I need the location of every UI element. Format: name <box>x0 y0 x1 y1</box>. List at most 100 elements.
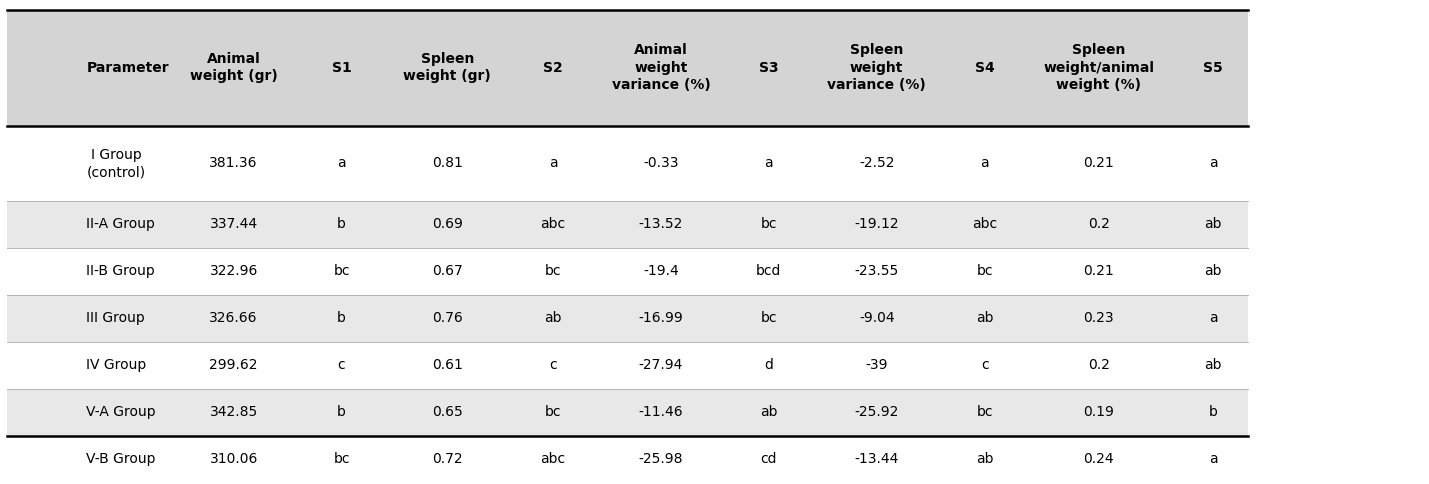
Bar <box>1019 201 1179 248</box>
Text: V-A Group: V-A Group <box>86 405 156 419</box>
Bar <box>1019 342 1179 389</box>
Text: Animal
weight (gr): Animal weight (gr) <box>190 52 277 83</box>
Text: cd: cd <box>760 452 777 466</box>
Text: -11.46: -11.46 <box>639 405 683 419</box>
Text: III Group: III Group <box>86 311 146 325</box>
Bar <box>1179 126 1248 201</box>
Text: c: c <box>980 358 989 372</box>
Text: 0.81: 0.81 <box>432 156 463 170</box>
Text: S4: S4 <box>975 61 995 75</box>
Bar <box>1019 10 1179 126</box>
Text: -0.33: -0.33 <box>643 156 679 170</box>
Text: ab: ab <box>1205 358 1222 372</box>
Text: a: a <box>1209 452 1218 466</box>
Bar <box>160 436 307 483</box>
Bar <box>803 436 950 483</box>
Text: 0.19: 0.19 <box>1083 405 1115 419</box>
Bar <box>7 126 160 201</box>
Text: bc: bc <box>976 264 993 278</box>
Bar <box>587 436 735 483</box>
Bar <box>160 295 307 342</box>
Bar <box>735 201 803 248</box>
Text: bc: bc <box>333 452 350 466</box>
Text: ab: ab <box>760 405 777 419</box>
Text: 337.44: 337.44 <box>210 217 257 231</box>
Text: 0.72: 0.72 <box>432 452 463 466</box>
Bar <box>803 389 950 436</box>
Text: -13.44: -13.44 <box>855 452 899 466</box>
Bar <box>307 436 376 483</box>
Text: 0.2: 0.2 <box>1087 217 1110 231</box>
Bar <box>1179 10 1248 126</box>
Text: -19.4: -19.4 <box>643 264 679 278</box>
Text: -9.04: -9.04 <box>859 311 895 325</box>
Bar <box>803 201 950 248</box>
Bar <box>376 389 519 436</box>
Text: 0.61: 0.61 <box>432 358 463 372</box>
Bar <box>7 389 160 436</box>
Bar <box>307 389 376 436</box>
Bar <box>519 295 587 342</box>
Text: V-B Group: V-B Group <box>86 452 156 466</box>
Bar <box>1019 389 1179 436</box>
Text: Animal
weight
variance (%): Animal weight variance (%) <box>612 44 710 92</box>
Bar <box>307 126 376 201</box>
Text: -23.55: -23.55 <box>855 264 899 278</box>
Bar <box>1179 389 1248 436</box>
Bar <box>7 10 160 126</box>
Bar <box>587 201 735 248</box>
Bar <box>7 248 160 295</box>
Text: a: a <box>980 156 989 170</box>
Text: bc: bc <box>544 264 562 278</box>
Bar <box>1019 248 1179 295</box>
Bar <box>803 295 950 342</box>
Bar <box>803 126 950 201</box>
Text: Spleen
weight (gr): Spleen weight (gr) <box>403 52 492 83</box>
Bar <box>519 201 587 248</box>
Bar <box>519 342 587 389</box>
Bar <box>307 295 376 342</box>
Text: S2: S2 <box>543 61 563 75</box>
Text: -19.12: -19.12 <box>855 217 899 231</box>
Bar <box>587 342 735 389</box>
Bar <box>307 10 376 126</box>
Bar <box>1179 342 1248 389</box>
Text: bc: bc <box>760 311 777 325</box>
Bar <box>376 10 519 126</box>
Bar <box>7 295 160 342</box>
Bar <box>307 201 376 248</box>
Bar <box>950 342 1019 389</box>
Text: 0.76: 0.76 <box>432 311 463 325</box>
Bar <box>803 248 950 295</box>
Text: abc: abc <box>540 452 566 466</box>
Bar <box>735 295 803 342</box>
Bar <box>803 342 950 389</box>
Bar <box>950 126 1019 201</box>
Text: bc: bc <box>976 405 993 419</box>
Bar <box>735 248 803 295</box>
Text: b: b <box>1209 405 1218 419</box>
Bar <box>160 10 307 126</box>
Text: S1: S1 <box>332 61 352 75</box>
Text: b: b <box>337 405 346 419</box>
Text: 322.96: 322.96 <box>210 264 257 278</box>
Text: a: a <box>1209 156 1218 170</box>
Bar <box>735 126 803 201</box>
Text: a: a <box>1209 311 1218 325</box>
Bar <box>376 295 519 342</box>
Bar <box>950 201 1019 248</box>
Text: -16.99: -16.99 <box>639 311 683 325</box>
Text: bcd: bcd <box>756 264 782 278</box>
Text: a: a <box>337 156 346 170</box>
Bar <box>7 436 160 483</box>
Text: ab: ab <box>976 452 993 466</box>
Bar <box>519 248 587 295</box>
Text: 0.65: 0.65 <box>432 405 463 419</box>
Text: 342.85: 342.85 <box>210 405 257 419</box>
Text: 0.23: 0.23 <box>1083 311 1115 325</box>
Bar <box>376 201 519 248</box>
Bar <box>160 201 307 248</box>
Text: a: a <box>765 156 773 170</box>
Bar <box>950 436 1019 483</box>
Bar <box>1019 295 1179 342</box>
